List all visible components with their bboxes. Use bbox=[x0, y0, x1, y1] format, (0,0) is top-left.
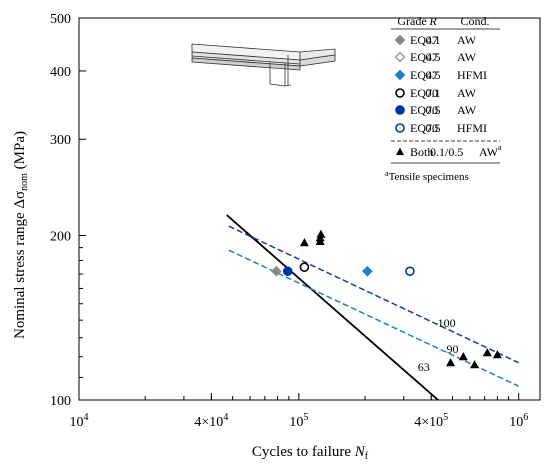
legend-r: 0.5 bbox=[426, 103, 441, 117]
x-axis-title: Cycles to failure Nf bbox=[252, 444, 369, 462]
legend-header-grade: Grade bbox=[397, 14, 426, 28]
legend-marker bbox=[394, 34, 406, 46]
axes: 104 4×104 105 4×105 106 100 200 300 400 500 bbox=[50, 12, 528, 430]
legend-marker bbox=[395, 88, 405, 98]
legend-grade: EQ70 bbox=[410, 121, 438, 135]
specimen-illustration bbox=[191, 43, 336, 87]
data-point bbox=[482, 348, 492, 357]
legend-header-cond: Cond. bbox=[460, 14, 489, 28]
sn-curve-90 bbox=[228, 249, 520, 387]
data-point bbox=[316, 229, 326, 238]
plot-border bbox=[78, 17, 541, 401]
data-point bbox=[470, 360, 480, 369]
sn-curves: 63 100 90 bbox=[226, 214, 520, 401]
legend-grade: EQ47 bbox=[410, 50, 438, 64]
data-point bbox=[282, 266, 293, 277]
data-point bbox=[270, 265, 282, 277]
data-point bbox=[299, 262, 310, 272]
legend-cond: HFMI bbox=[457, 121, 487, 135]
data-point bbox=[458, 352, 468, 361]
legend-cond: AW bbox=[457, 86, 477, 100]
y-tick-label: 500 bbox=[50, 12, 71, 27]
legend-r: 0.1/0.5 bbox=[430, 145, 463, 159]
legend-footnote: aTensile specimens bbox=[385, 169, 469, 183]
legend-marker bbox=[394, 69, 406, 81]
data-point bbox=[446, 358, 456, 367]
legend-r: 0.5 bbox=[426, 68, 441, 82]
legend-grade: EQ70 bbox=[410, 103, 438, 117]
legend-header-r: R bbox=[428, 14, 437, 28]
legend-grade: EQ70 bbox=[410, 86, 438, 100]
legend-marker bbox=[395, 105, 405, 115]
sn-curve-label-100: 100 bbox=[438, 316, 456, 330]
legend-marker bbox=[395, 123, 405, 133]
legend-grade: EQ47 bbox=[410, 68, 438, 82]
data-points bbox=[270, 229, 502, 369]
legend-r: 0.1 bbox=[426, 33, 441, 47]
sn-curve-63 bbox=[226, 214, 439, 401]
y-axis-title: Nominal stress range Δσnom (MPa) bbox=[12, 131, 30, 339]
x-tick-label: 105 bbox=[289, 412, 308, 430]
legend-cond: HFMI bbox=[457, 68, 487, 82]
x-tick-label: 4×104 bbox=[194, 412, 228, 430]
legend-cond: AWa bbox=[479, 143, 502, 159]
legend-cond: AW bbox=[457, 33, 477, 47]
legend-marker bbox=[394, 51, 406, 63]
data-point bbox=[492, 350, 502, 359]
legend-cond: AW bbox=[457, 50, 477, 64]
data-point bbox=[299, 238, 309, 247]
y-tick-label: 100 bbox=[50, 394, 71, 409]
legend-grade: Both bbox=[410, 145, 433, 159]
x-tick-label: 4×105 bbox=[414, 412, 448, 430]
legend-r: 0.1 bbox=[426, 86, 441, 100]
plot-area bbox=[78, 17, 541, 401]
legend-cond: AW bbox=[457, 103, 477, 117]
legend-marker bbox=[395, 147, 405, 156]
x-tick-label: 104 bbox=[70, 412, 89, 430]
legend-r: 0.5 bbox=[426, 50, 441, 64]
x-tick-label: 106 bbox=[509, 412, 528, 430]
sn-curve-100 bbox=[228, 225, 520, 364]
y-tick-label: 400 bbox=[50, 65, 71, 80]
sn-curve-label-63: 63 bbox=[418, 360, 430, 374]
y-tick-label: 200 bbox=[50, 229, 71, 244]
legend-grade: EQ47 bbox=[410, 33, 438, 47]
legend-r: 0.5 bbox=[426, 121, 441, 135]
y-tick-label: 300 bbox=[50, 133, 71, 148]
data-point bbox=[405, 266, 415, 277]
data-point bbox=[362, 265, 373, 277]
sn-curve-label-90: 90 bbox=[447, 342, 459, 356]
